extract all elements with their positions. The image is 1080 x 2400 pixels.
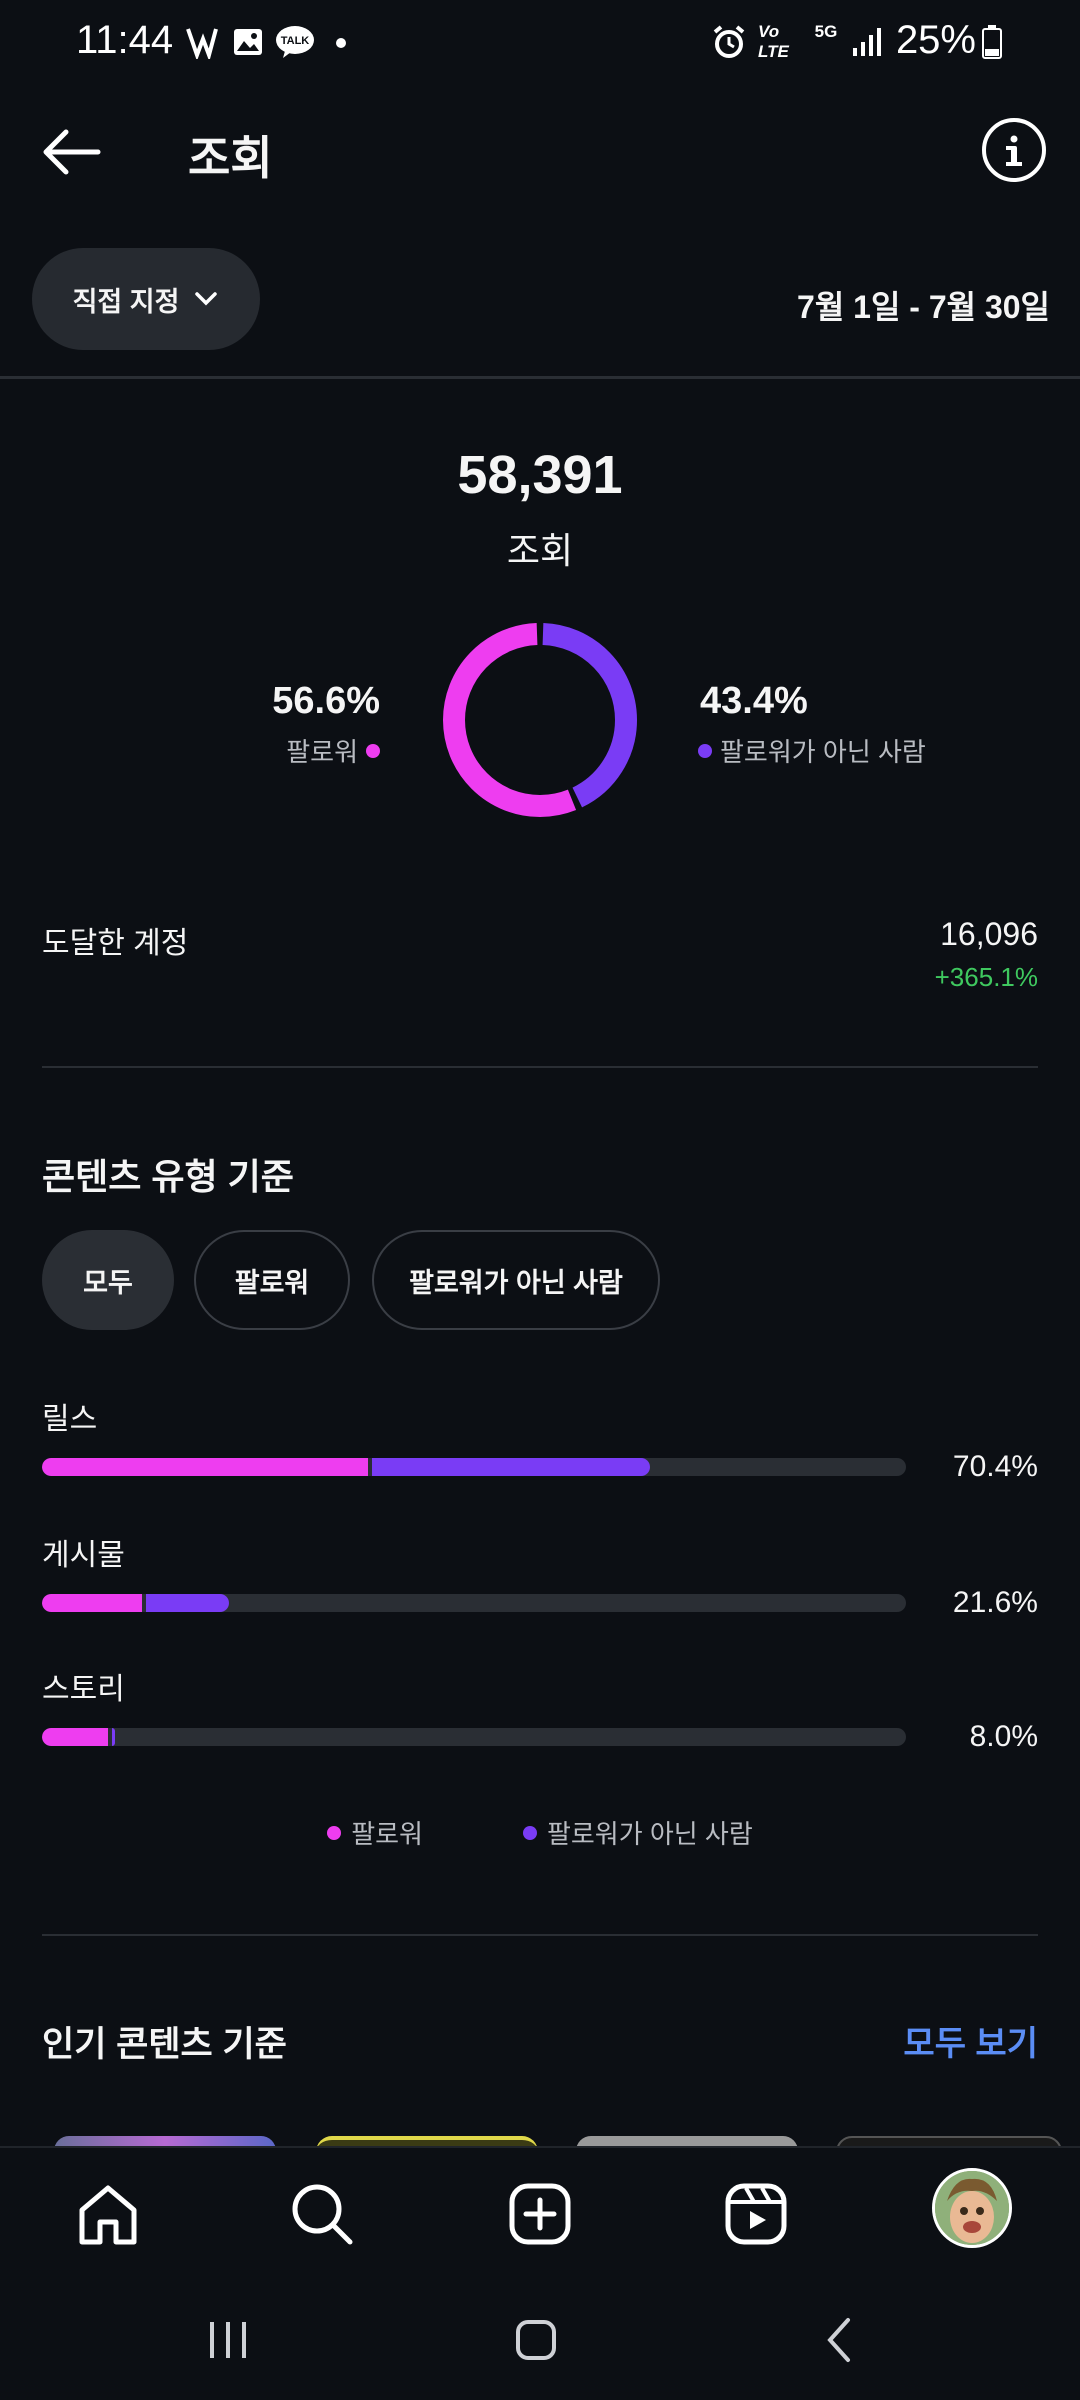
gallery-icon xyxy=(230,22,266,62)
status-time: 11:44 xyxy=(76,18,174,62)
accounts-reached-label: 도달한 계정 xyxy=(42,927,189,960)
followers-donut-chart xyxy=(443,623,637,817)
battery-icon xyxy=(980,22,1004,62)
notification-dot-icon xyxy=(336,38,346,48)
content-type-label: 스토리 xyxy=(42,1673,125,1706)
accounts-reached-change: +365.1% xyxy=(934,962,1038,992)
back-icon[interactable] xyxy=(818,2316,862,2369)
popular-content-thumbnails xyxy=(0,2136,1080,2148)
content-type-bar xyxy=(42,1728,906,1746)
talk-label: TALK xyxy=(281,35,310,47)
home-icon[interactable] xyxy=(72,2178,144,2250)
total-views-label: 조회 xyxy=(506,530,574,571)
info-button[interactable] xyxy=(982,118,1046,182)
info-icon xyxy=(1006,135,1022,166)
profile-avatar[interactable] xyxy=(932,2168,1012,2248)
divider xyxy=(42,1066,1038,1068)
page-title: 조회 xyxy=(188,132,273,184)
followers-percentage: 56.6% xyxy=(272,680,380,722)
content-thumbnail[interactable] xyxy=(316,2136,538,2148)
back-button[interactable] xyxy=(36,112,116,192)
followers-dot-icon xyxy=(327,1825,342,1840)
date-range-text: 7월 1일 - 7월 30일 xyxy=(797,289,1050,325)
bar-non-followers-segment xyxy=(146,1594,229,1612)
divider xyxy=(0,376,1080,379)
legend-non-followers: 팔로워가 아닌 사람 xyxy=(522,1814,753,1851)
signal-icon xyxy=(850,22,884,62)
home-button-icon[interactable] xyxy=(512,2316,560,2369)
create-icon[interactable] xyxy=(504,2178,576,2250)
non-followers-percentage: 43.4% xyxy=(700,680,808,722)
see-all-link[interactable]: 모두 보기 xyxy=(903,2025,1038,2063)
chevron-down-icon xyxy=(195,292,218,306)
non-followers-dot-icon xyxy=(522,1825,537,1840)
donut-non-followers-segment xyxy=(443,623,637,817)
alarm-icon xyxy=(710,22,748,62)
popular-content-title: 인기 콘텐츠 기준 xyxy=(42,2025,287,2064)
content-type-label: 릴스 xyxy=(42,1403,98,1436)
date-range-selector[interactable]: 직접 지정 xyxy=(32,248,260,350)
non-followers-legend: 팔로워가 아닌 사람 xyxy=(698,732,926,769)
chip-all[interactable]: 모두 xyxy=(42,1230,174,1330)
bottom-navigation xyxy=(0,2146,1080,2278)
content-thumbnail[interactable] xyxy=(576,2136,798,2148)
followers-legend-label: 팔로워 xyxy=(286,737,358,767)
content-thumbnail[interactable] xyxy=(54,2136,276,2148)
bar-non-followers-segment xyxy=(371,1458,651,1476)
search-icon[interactable] xyxy=(286,2178,358,2250)
chip-non-followers[interactable]: 팔로워가 아닌 사람 xyxy=(372,1230,660,1330)
battery-percentage: 25% xyxy=(895,18,976,62)
reels-icon[interactable] xyxy=(720,2178,792,2250)
bar-followers-segment xyxy=(42,1594,143,1612)
arrow-left-icon xyxy=(43,129,101,175)
non-followers-legend-label: 팔로워가 아닌 사람 xyxy=(720,737,926,767)
followers-dot-icon xyxy=(366,743,380,758)
legend-followers: 팔로워 xyxy=(327,1814,423,1851)
bar-followers-segment xyxy=(42,1458,368,1476)
date-range-selector-label: 직접 지정 xyxy=(72,286,180,317)
status-bar: 11:44 TALK Vo LTE 5G 25% xyxy=(0,0,1080,88)
accounts-reached-value: 16,096 xyxy=(940,916,1038,952)
content-type-bar xyxy=(42,1594,906,1612)
content-type-bar xyxy=(42,1458,906,1476)
chip-followers[interactable]: 팔로워 xyxy=(194,1230,350,1330)
recents-icon[interactable] xyxy=(206,2318,250,2367)
5g-icon: 5G xyxy=(814,22,838,41)
volte-icon: Vo LTE xyxy=(758,22,789,61)
bar-non-followers-segment xyxy=(111,1728,115,1746)
vpn-icon xyxy=(184,22,220,62)
system-navigation-bar xyxy=(0,2276,1080,2400)
content-type-percentage: 8.0% xyxy=(969,1720,1038,1753)
total-views-count: 58,391 xyxy=(457,445,623,505)
content-type-legend: 팔로워 팔로워가 아닌 사람 xyxy=(0,1814,1080,1851)
divider xyxy=(42,1934,1038,1936)
content-type-title: 콘텐츠 유형 기준 xyxy=(42,1156,294,1197)
kakaotalk-icon: TALK xyxy=(274,22,316,62)
donut-followers-segment xyxy=(443,623,637,817)
content-type-percentage: 70.4% xyxy=(952,1450,1038,1483)
content-type-percentage: 21.6% xyxy=(952,1586,1038,1619)
content-type-label: 게시물 xyxy=(42,1539,125,1572)
followers-legend: 팔로워 xyxy=(286,732,380,769)
bar-followers-segment xyxy=(42,1728,108,1746)
legend-followers-label: 팔로워 xyxy=(351,1819,423,1849)
legend-non-followers-label: 팔로워가 아닌 사람 xyxy=(546,1819,753,1849)
non-followers-dot-icon xyxy=(698,743,712,758)
